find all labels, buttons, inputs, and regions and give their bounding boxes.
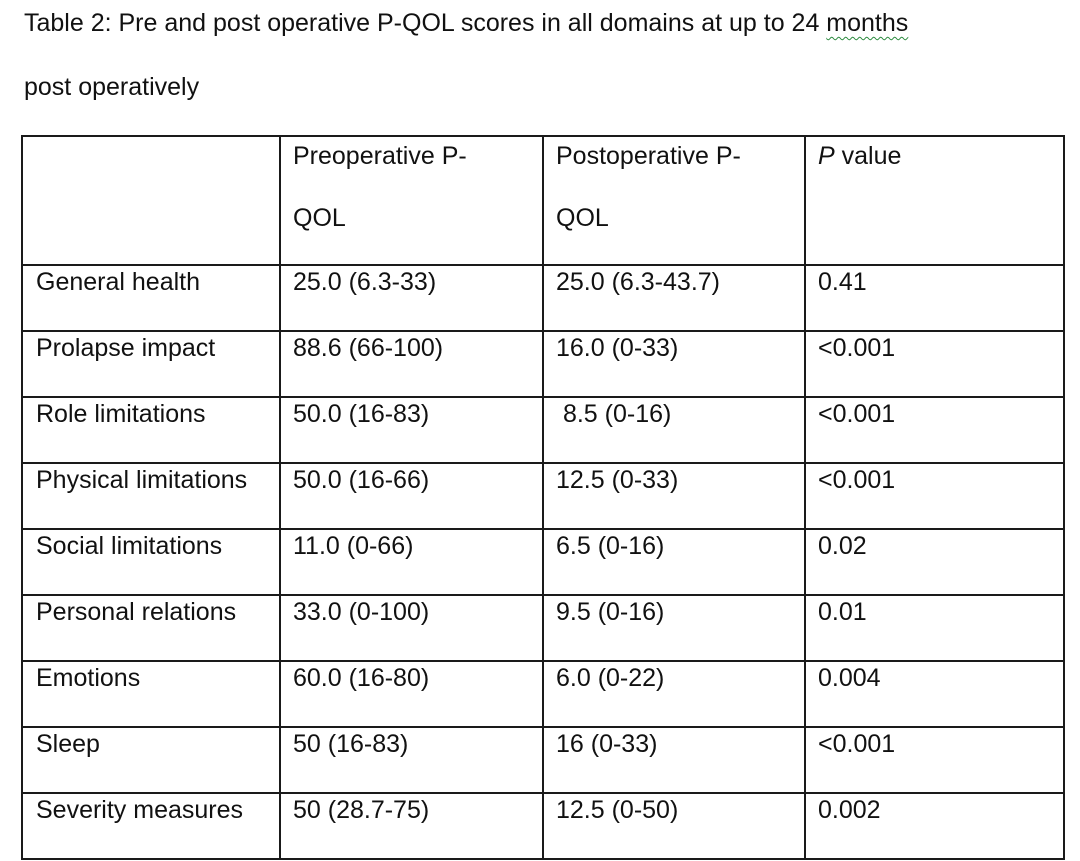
- p-italic: P: [818, 142, 835, 170]
- cell-preoperative: 25.0 (6.3-33): [279, 264, 544, 332]
- cell-domain: Emotions: [21, 660, 281, 728]
- cell-preoperative: 11.0 (0-66): [279, 528, 544, 596]
- header-text-line-2: QOL: [556, 204, 609, 232]
- cell-postoperative: 6.5 (0-16): [542, 528, 806, 596]
- cell-postoperative: 25.0 (6.3-43.7): [542, 264, 806, 332]
- cell-p-value: 0.41: [804, 264, 1065, 332]
- cell-domain: Prolapse impact: [21, 330, 281, 398]
- cell-postoperative: 12.5 (0-33): [542, 462, 806, 530]
- cell-p-value: 0.02: [804, 528, 1065, 596]
- cell-postoperative: 12.5 (0-50): [542, 792, 806, 860]
- cell-domain: Role limitations: [21, 396, 281, 464]
- cell-postoperative: 16 (0-33): [542, 726, 806, 794]
- cell-postoperative: 9.5 (0-16): [542, 594, 806, 662]
- cell-preoperative: 50.0 (16-83): [279, 396, 544, 464]
- cell-domain: Physical limitations: [21, 462, 281, 530]
- cell-domain: Sleep: [21, 726, 281, 794]
- table-row: Social limitations 11.0 (0-66) 6.5 (0-16) 0…: [21, 528, 1065, 596]
- cell-preoperative: 50 (28.7-75): [279, 792, 544, 860]
- cell-p-value: <0.001: [804, 396, 1065, 464]
- header-cell-postoperative: Postoperative P- QOL: [542, 135, 806, 266]
- table-row: Physical limitations 50.0 (16-66) 12.5 (0-…: [21, 462, 1065, 530]
- table-row: Emotions 60.0 (16-80) 6.0 (0-22) 0.004: [21, 660, 1065, 728]
- cell-postoperative: 16.0 (0-33): [542, 330, 806, 398]
- header-text-line-1: Postoperative P-: [556, 142, 741, 170]
- cell-preoperative: 88.6 (66-100): [279, 330, 544, 398]
- cell-postoperative: 6.0 (0-22): [542, 660, 806, 728]
- cell-postoperative: 8.5 (0-16): [542, 396, 806, 464]
- table-header-row: Preoperative P- QOL Postoperative P- QOL…: [21, 135, 1065, 266]
- p-value-label: value: [834, 142, 902, 170]
- table-row: Severity measures 50 (28.7-75) 12.5 (0-50)…: [21, 792, 1065, 860]
- header-text-line-2: QOL: [293, 204, 346, 232]
- cell-domain: Severity measures: [21, 792, 281, 860]
- cell-p-value: <0.001: [804, 330, 1065, 398]
- cell-preoperative: 33.0 (0-100): [279, 594, 544, 662]
- table-row: Prolapse impact 88.6 (66-100) 16.0 (0-33) <…: [21, 330, 1065, 398]
- cell-p-value: <0.001: [804, 462, 1065, 530]
- table-caption-line-1: Table 2: Pre and post operative P-QOL sc…: [24, 8, 908, 38]
- table-row: General health 25.0 (6.3-33) 25.0 (6.3-43.…: [21, 264, 1065, 332]
- cell-p-value: 0.002: [804, 792, 1065, 860]
- cell-preoperative: 60.0 (16-80): [279, 660, 544, 728]
- caption-text: Table 2: Pre and post operative P-QOL sc…: [24, 9, 827, 37]
- table-caption-line-2: post operatively: [24, 73, 200, 101]
- table-row: Sleep 50 (16-83) 16 (0-33) <0.001: [21, 726, 1065, 794]
- cell-domain: Personal relations: [21, 594, 281, 662]
- cell-preoperative: 50 (16-83): [279, 726, 544, 794]
- pqol-scores-table: Preoperative P- QOL Postoperative P- QOL…: [21, 135, 1065, 860]
- cell-p-value: 0.004: [804, 660, 1065, 728]
- table-body: General health 25.0 (6.3-33) 25.0 (6.3-43.…: [21, 264, 1065, 860]
- header-text-line-1: Preoperative P-: [293, 142, 467, 170]
- header-cell-domain: [21, 135, 281, 266]
- cell-domain: Social limitations: [21, 528, 281, 596]
- header-cell-preoperative: Preoperative P- QOL: [279, 135, 544, 266]
- table-row: Personal relations 33.0 (0-100) 9.5 (0-16)…: [21, 594, 1065, 662]
- header-text-line-1: P value: [818, 139, 1057, 203]
- cell-p-value: <0.001: [804, 726, 1065, 794]
- table-row: Role limitations 50.0 (16-83) 8.5 (0-16) <…: [21, 396, 1065, 464]
- caption-word-spellcheck: months: [826, 9, 909, 37]
- cell-preoperative: 50.0 (16-66): [279, 462, 544, 530]
- header-cell-p-value: P value: [804, 135, 1065, 266]
- cell-p-value: 0.01: [804, 594, 1065, 662]
- cell-domain: General health: [21, 264, 281, 332]
